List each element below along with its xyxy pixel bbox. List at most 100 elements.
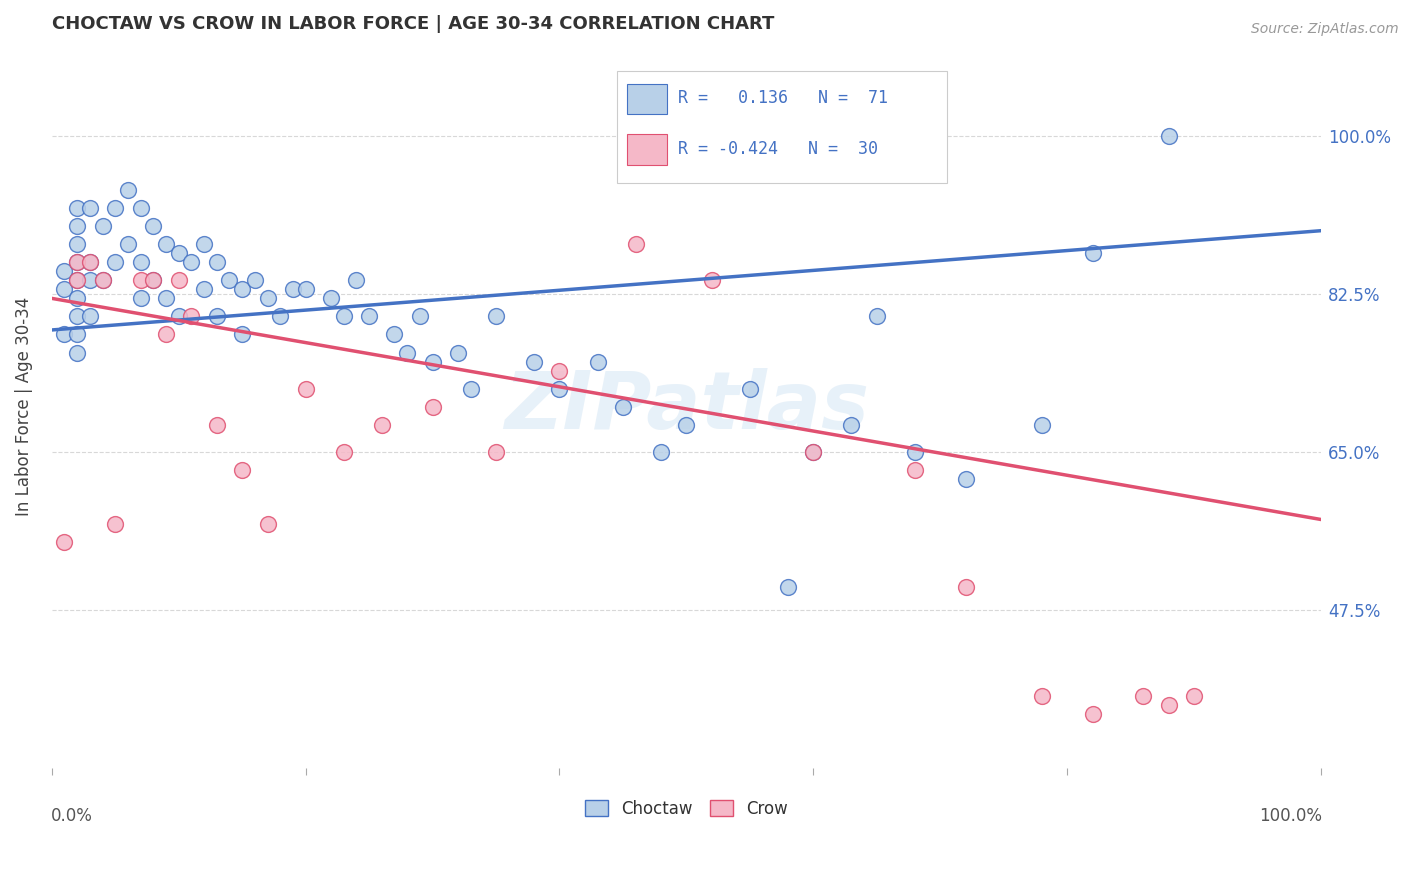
Point xyxy=(460,382,482,396)
Point xyxy=(117,183,139,197)
Point xyxy=(1157,698,1180,712)
FancyBboxPatch shape xyxy=(627,84,668,114)
Point xyxy=(142,219,165,234)
Point xyxy=(548,382,571,396)
Point xyxy=(129,273,152,287)
Point xyxy=(344,273,367,287)
Point xyxy=(650,445,672,459)
FancyBboxPatch shape xyxy=(617,71,946,183)
Text: R = -0.424   N =  30: R = -0.424 N = 30 xyxy=(678,140,877,158)
Text: 0.0%: 0.0% xyxy=(51,807,93,825)
Point xyxy=(548,363,571,377)
Point xyxy=(624,237,647,252)
Point xyxy=(155,237,177,252)
Point xyxy=(53,282,76,296)
Point xyxy=(866,310,889,324)
Point xyxy=(193,237,215,252)
Point xyxy=(1081,246,1104,260)
Text: Source: ZipAtlas.com: Source: ZipAtlas.com xyxy=(1251,22,1399,37)
Point xyxy=(1182,689,1205,703)
Point xyxy=(53,535,76,549)
Point xyxy=(396,345,419,359)
Point xyxy=(91,273,114,287)
Point xyxy=(256,292,278,306)
Point xyxy=(104,516,127,531)
Point xyxy=(79,201,101,215)
Point xyxy=(180,255,202,269)
Point xyxy=(91,219,114,234)
Point xyxy=(167,273,190,287)
Point xyxy=(53,327,76,342)
Point xyxy=(142,273,165,287)
Point xyxy=(79,310,101,324)
Point xyxy=(66,345,89,359)
Point xyxy=(79,255,101,269)
Point xyxy=(700,273,723,287)
Point xyxy=(66,273,89,287)
Point xyxy=(155,292,177,306)
Point xyxy=(409,310,432,324)
Point xyxy=(612,400,634,414)
Point xyxy=(1157,128,1180,143)
Point xyxy=(66,327,89,342)
Legend: Choctaw, Crow: Choctaw, Crow xyxy=(578,793,794,824)
Point xyxy=(371,417,394,432)
Point xyxy=(104,255,127,269)
Point xyxy=(384,327,406,342)
Point xyxy=(485,445,508,459)
Point xyxy=(66,310,89,324)
Point xyxy=(218,273,240,287)
Point xyxy=(738,382,761,396)
Point xyxy=(79,273,101,287)
Point xyxy=(155,327,177,342)
Point xyxy=(205,417,228,432)
FancyBboxPatch shape xyxy=(627,135,668,165)
Point xyxy=(66,255,89,269)
Point xyxy=(53,264,76,278)
Point xyxy=(243,273,266,287)
Point xyxy=(1031,689,1053,703)
Point xyxy=(104,201,127,215)
Point xyxy=(955,472,977,486)
Point xyxy=(294,382,316,396)
Point xyxy=(801,445,824,459)
Point xyxy=(205,310,228,324)
Point xyxy=(523,354,546,368)
Point xyxy=(66,219,89,234)
Point xyxy=(675,417,697,432)
Point xyxy=(129,292,152,306)
Point xyxy=(586,354,609,368)
Point xyxy=(167,246,190,260)
Point xyxy=(332,310,354,324)
Point xyxy=(66,292,89,306)
Point xyxy=(180,310,202,324)
Point xyxy=(91,273,114,287)
Point xyxy=(256,516,278,531)
Point xyxy=(66,237,89,252)
Point xyxy=(485,310,508,324)
Point xyxy=(319,292,342,306)
Text: CHOCTAW VS CROW IN LABOR FORCE | AGE 30-34 CORRELATION CHART: CHOCTAW VS CROW IN LABOR FORCE | AGE 30-… xyxy=(52,15,775,33)
Point xyxy=(955,580,977,594)
Point xyxy=(193,282,215,296)
Point xyxy=(359,310,381,324)
Point xyxy=(332,445,354,459)
Point xyxy=(904,445,927,459)
Point xyxy=(776,580,799,594)
Point xyxy=(841,417,863,432)
Point xyxy=(801,445,824,459)
Text: 100.0%: 100.0% xyxy=(1260,807,1322,825)
Point xyxy=(1132,689,1154,703)
Point xyxy=(422,400,444,414)
Point xyxy=(66,201,89,215)
Point xyxy=(231,327,253,342)
Point xyxy=(447,345,470,359)
Point xyxy=(79,255,101,269)
Point xyxy=(1081,706,1104,721)
Point xyxy=(66,273,89,287)
Text: R =   0.136   N =  71: R = 0.136 N = 71 xyxy=(678,89,887,107)
Point xyxy=(129,255,152,269)
Point xyxy=(269,310,291,324)
Point xyxy=(129,201,152,215)
Y-axis label: In Labor Force | Age 30-34: In Labor Force | Age 30-34 xyxy=(15,297,32,516)
